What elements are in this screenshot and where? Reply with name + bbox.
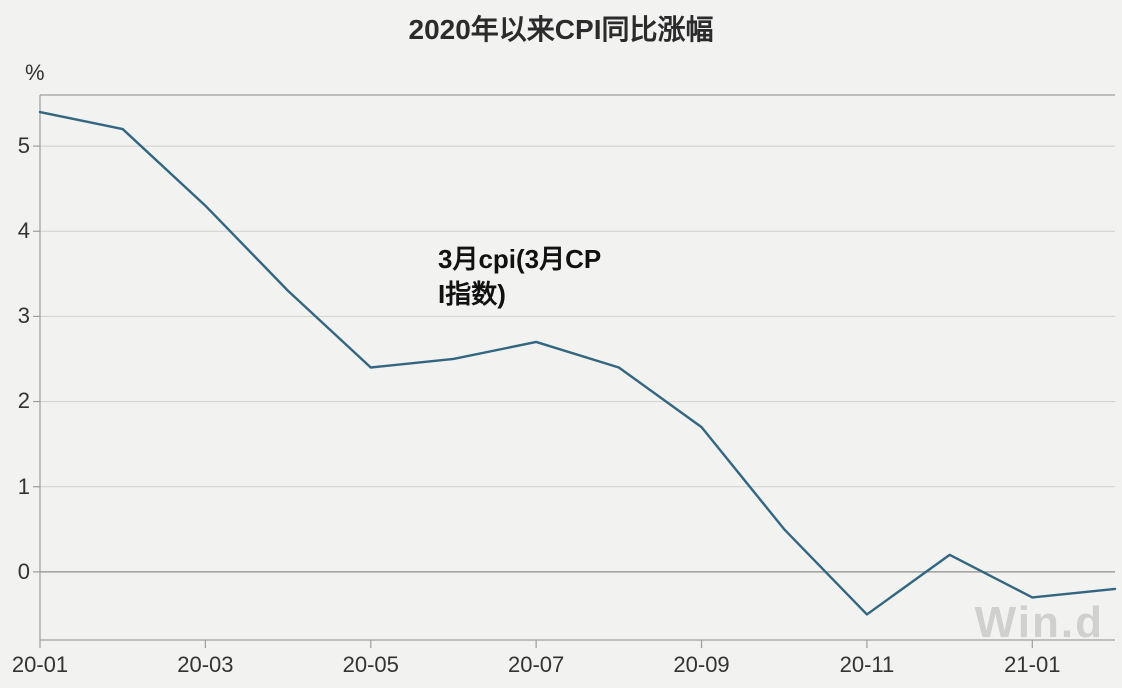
- y-tick-label: 2: [18, 388, 30, 414]
- x-tick-label: 20-07: [508, 652, 564, 678]
- annotation-line2: I指数): [438, 277, 658, 312]
- chart-svg: [0, 0, 1122, 688]
- y-tick-label: 5: [18, 133, 30, 159]
- chart-annotation: 3月cpi(3月CP I指数): [438, 242, 658, 312]
- y-tick-label: 4: [18, 218, 30, 244]
- x-tick-label: 20-09: [673, 652, 729, 678]
- y-tick-label: 0: [18, 559, 30, 585]
- y-tick-label: 3: [18, 303, 30, 329]
- x-tick-label: 20-01: [12, 652, 68, 678]
- x-tick-label: 21-01: [1004, 652, 1060, 678]
- chart-container: 2020年以来CPI同比涨幅 % 3月cpi(3月CP I指数) Win.d 0…: [0, 0, 1122, 688]
- annotation-line1: 3月cpi(3月CP: [438, 242, 658, 277]
- x-tick-label: 20-05: [343, 652, 399, 678]
- x-tick-label: 20-11: [840, 652, 895, 678]
- y-tick-label: 1: [18, 474, 30, 500]
- x-tick-label: 20-03: [177, 652, 233, 678]
- watermark: Win.d: [975, 598, 1104, 648]
